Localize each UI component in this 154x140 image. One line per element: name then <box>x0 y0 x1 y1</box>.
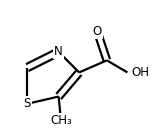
Text: O: O <box>93 25 102 38</box>
Text: CH₃: CH₃ <box>50 114 72 127</box>
Text: S: S <box>24 97 31 110</box>
Text: OH: OH <box>131 66 149 79</box>
Text: N: N <box>54 45 63 58</box>
